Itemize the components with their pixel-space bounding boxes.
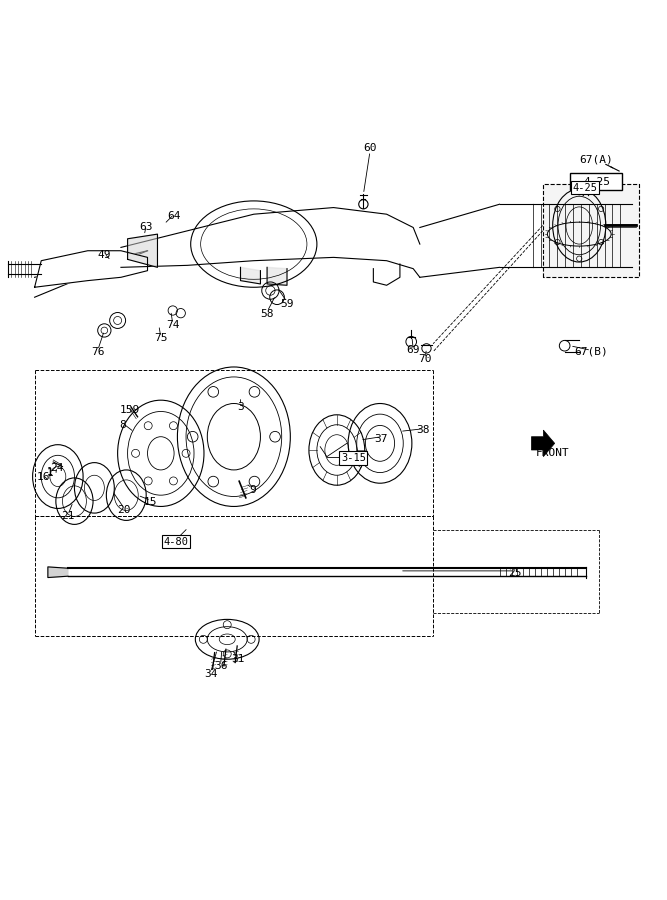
Text: 159: 159 [119, 405, 139, 415]
Text: FRONT: FRONT [536, 448, 570, 458]
Text: 67(A): 67(A) [579, 155, 613, 165]
Text: 59: 59 [280, 299, 293, 309]
Text: 1: 1 [47, 468, 53, 478]
Text: 36: 36 [214, 661, 227, 670]
Text: 60: 60 [364, 143, 377, 153]
Text: 3: 3 [237, 401, 244, 412]
Text: 3-15: 3-15 [341, 453, 366, 463]
Text: 67(B): 67(B) [574, 346, 608, 356]
Text: 4-80: 4-80 [163, 536, 189, 546]
Text: 25: 25 [508, 568, 522, 578]
Polygon shape [543, 184, 639, 277]
Text: 76: 76 [91, 347, 105, 357]
Polygon shape [35, 251, 147, 287]
Polygon shape [241, 267, 260, 284]
Text: 24: 24 [50, 463, 63, 473]
Text: 38: 38 [416, 425, 430, 435]
Text: 37: 37 [375, 434, 388, 444]
Text: 69: 69 [406, 346, 420, 356]
Text: 74: 74 [166, 320, 179, 330]
FancyBboxPatch shape [570, 173, 622, 190]
Text: 34: 34 [204, 669, 217, 679]
Text: 75: 75 [154, 333, 167, 344]
Polygon shape [532, 430, 555, 456]
Text: 4-25: 4-25 [572, 183, 597, 193]
Text: 64: 64 [167, 212, 181, 221]
Text: 20: 20 [117, 505, 131, 515]
Polygon shape [127, 234, 157, 267]
Text: 4-25: 4-25 [583, 176, 610, 186]
Text: 1: 1 [47, 467, 53, 477]
Text: 31: 31 [231, 654, 245, 664]
Text: 63: 63 [139, 222, 153, 232]
Text: 58: 58 [260, 309, 274, 319]
Text: 21: 21 [61, 511, 75, 521]
Text: 16: 16 [37, 472, 50, 482]
Polygon shape [48, 567, 68, 578]
Text: 49: 49 [97, 250, 111, 260]
Text: 70: 70 [418, 354, 432, 364]
Polygon shape [267, 267, 287, 285]
Text: 9: 9 [249, 485, 256, 495]
Text: 15: 15 [144, 497, 157, 507]
Text: 8: 8 [119, 419, 126, 430]
